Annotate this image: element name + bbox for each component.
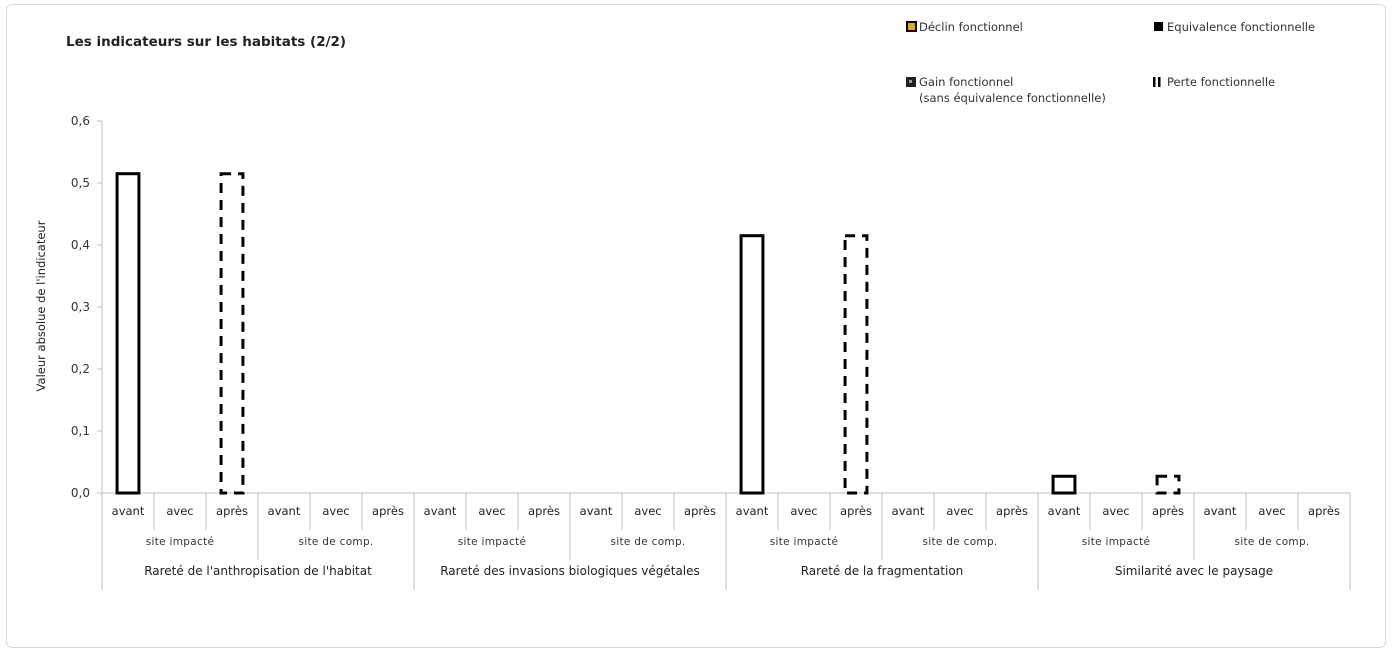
x-tick-label-indicator: Rareté des invasions biologiques végétal…: [440, 564, 700, 578]
y-tick-label: 0,4: [71, 238, 90, 252]
x-tick-label-phase: avant: [424, 504, 457, 518]
y-ticks: 0,0 0,1 0,2 0,3 0,4 0,5 0,6: [71, 114, 102, 500]
x-tick-label-indicator: Similarité avec le paysage: [1115, 564, 1273, 578]
bar-avant: [115, 172, 141, 495]
legend-label: Déclin fonctionnel: [919, 20, 1023, 34]
x-tick-label-phase: après: [684, 504, 716, 518]
y-tick-label: 0,3: [71, 300, 90, 314]
legend-label: (sans équivalence fonctionnelle): [919, 91, 1106, 105]
bar-apres: [843, 234, 869, 495]
bar-apres: [219, 172, 245, 495]
chart-frame: [6, 4, 1386, 648]
x-tick-label-phase: après: [996, 504, 1028, 518]
x-tick-label-phase: après: [372, 504, 404, 518]
y-tick-label: 0,0: [71, 486, 90, 500]
x-tick-label-phase: avant: [1048, 504, 1081, 518]
x-categories: avant avec après avant avec après avant avec apr…: [101, 493, 1351, 590]
legend-swatch-declin: [906, 21, 917, 32]
x-tick-label-phase: avant: [580, 504, 613, 518]
x-tick-label-site: site impacté: [1082, 536, 1151, 548]
x-tick-label-site: site impacté: [146, 536, 215, 548]
x-tick-label-phase: après: [528, 504, 560, 518]
x-tick-label-site: site de comp.: [1234, 536, 1309, 548]
legend-swatch-perte-right: [1158, 77, 1161, 87]
y-axis-label: Valeur absolue de l'indicateur: [34, 220, 48, 391]
x-tick-label-phase: après: [1308, 504, 1340, 518]
y-tick-label: 0,1: [71, 424, 90, 438]
x-tick-label-phase: avec: [1258, 504, 1285, 518]
x-tick-label-phase: avec: [946, 504, 973, 518]
bar-apres: [1155, 474, 1181, 495]
x-tick-label-phase: après: [216, 504, 248, 518]
legend-swatch-equivalence: [1154, 22, 1163, 31]
legend-label: Perte fonctionnelle: [1167, 75, 1275, 89]
x-tick-label-site: site de comp.: [610, 536, 685, 548]
x-tick-label-phase: avant: [736, 504, 769, 518]
x-tick-label-phase: avec: [478, 504, 505, 518]
x-tick-label-phase: avec: [634, 504, 661, 518]
legend-label: Gain fonctionnel: [919, 75, 1013, 89]
x-tick-label-phase: avant: [112, 504, 145, 518]
y-tick-label: 0,5: [71, 176, 90, 190]
x-tick-label-phase: avec: [1102, 504, 1129, 518]
x-tick-label-indicator: Rareté de la fragmentation: [801, 564, 964, 578]
bar-avant: [1051, 474, 1077, 495]
x-tick-label-site: site de comp.: [298, 536, 373, 548]
x-tick-label-phase: avant: [1204, 504, 1237, 518]
x-tick-label-phase: avec: [790, 504, 817, 518]
bar-avant: [739, 234, 765, 495]
x-tick-label-phase: avec: [166, 504, 193, 518]
x-tick-label-phase: après: [1152, 504, 1184, 518]
x-tick-label-site: site impacté: [458, 536, 527, 548]
bars: [115, 172, 1181, 495]
x-tick-label-site: site impacté: [770, 536, 839, 548]
y-tick-label: 0,6: [71, 114, 90, 128]
x-tick-label-phase: avec: [322, 504, 349, 518]
x-tick-label-phase: avant: [892, 504, 925, 518]
legend-swatch-perte-left: [1153, 77, 1156, 87]
legend-swatch-gain-inner: [909, 80, 912, 83]
y-tick-label: 0,2: [71, 362, 90, 376]
x-tick-label-indicator: Rareté de l'anthropisation de l'habitat: [144, 564, 372, 578]
x-tick-label-site: site de comp.: [922, 536, 997, 548]
chart-title: Les indicateurs sur les habitats (2/2): [66, 34, 346, 50]
legend-label: Equivalence fonctionnelle: [1167, 20, 1315, 34]
x-tick-label-phase: après: [840, 504, 872, 518]
x-tick-label-phase: avant: [268, 504, 301, 518]
axes: [101, 121, 1350, 494]
legend: Déclin fonctionnel Equivalence fonctionne…: [906, 20, 1315, 105]
